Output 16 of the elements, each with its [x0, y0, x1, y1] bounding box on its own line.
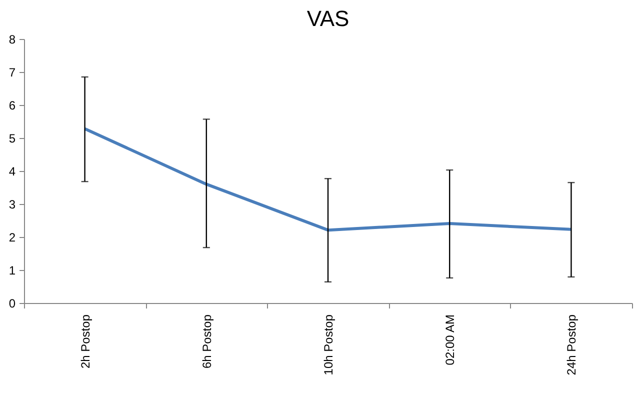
line-series	[83, 127, 573, 232]
x-tick-label: 24h Postop	[564, 314, 579, 376]
y-tick-label: 6	[8, 98, 16, 112]
x-tick-label: 2h Postop	[78, 314, 92, 369]
y-tick-label: 3	[8, 198, 16, 212]
chart-title: VAS	[306, 6, 350, 31]
y-tick-label: 5	[8, 132, 16, 146]
y-tick-label: 8	[8, 32, 16, 46]
y-tick-label: 1	[8, 264, 16, 278]
y-tick-label: 0	[8, 296, 16, 310]
x-tick-label: 02:00 AM	[443, 314, 458, 366]
y-tick-label: 7	[8, 66, 16, 80]
y-tick-label: 2	[8, 230, 16, 244]
x-tick-label: 6h Postop	[200, 314, 214, 369]
x-tick-label: 10h Postop	[322, 314, 336, 376]
y-tick-label: 4	[8, 164, 16, 178]
